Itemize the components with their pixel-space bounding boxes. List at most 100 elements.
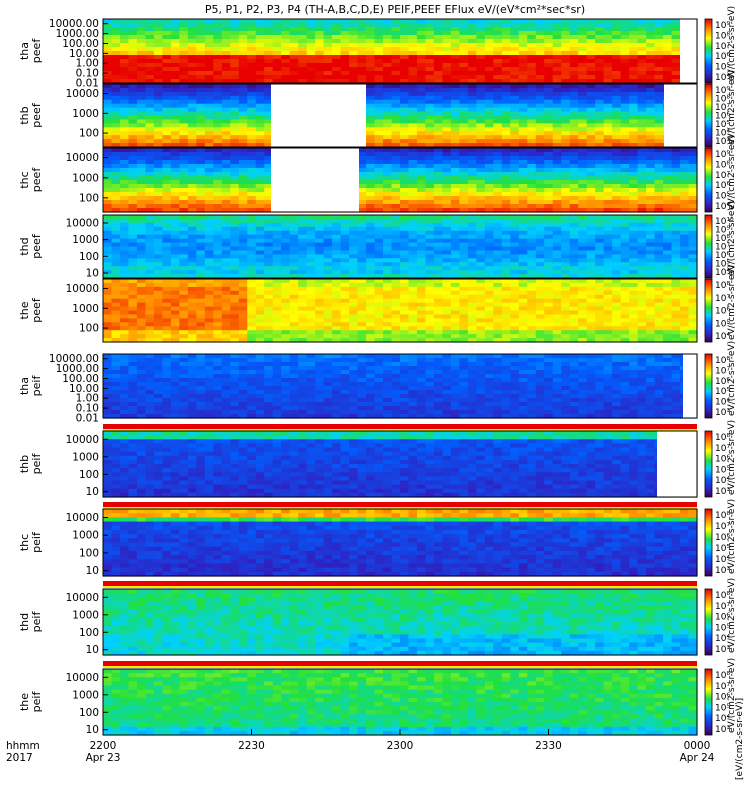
spectrogram-cell: [612, 99, 622, 105]
spectrogram-cell: [671, 71, 681, 76]
spectrogram-cell: [544, 258, 554, 263]
spectrogram-cell: [213, 230, 223, 236]
spectrogram-cell: [603, 204, 613, 209]
spectrogram-cell: [595, 43, 605, 48]
spectrogram-cell: [391, 39, 401, 44]
spectrogram-cell: [247, 334, 257, 339]
spectrogram-cell: [603, 67, 613, 72]
spectrogram-cell: [238, 31, 248, 36]
spectrogram-cell: [416, 119, 427, 124]
spectrogram-cell: [518, 180, 528, 185]
spectrogram-cell: [145, 318, 155, 323]
spectrogram-cell: [595, 156, 605, 161]
spectrogram-cell: [663, 238, 673, 244]
spectrogram-cell: [366, 87, 376, 93]
spectrogram-cell: [204, 168, 214, 173]
spectrogram-cell: [459, 262, 469, 267]
spectrogram-cell: [595, 131, 605, 136]
spectrogram-cell: [264, 71, 274, 76]
spectrogram-cell: [391, 164, 401, 169]
spectrogram-cell: [136, 180, 147, 185]
spectrogram-cell: [459, 63, 469, 68]
spectrogram-cell: [510, 168, 520, 173]
spectrogram-cell: [552, 59, 562, 64]
spectrogram-cell: [103, 318, 113, 323]
spectrogram-cell: [416, 226, 427, 232]
spectrogram-cell: [111, 63, 121, 68]
spectrogram-cell: [289, 274, 299, 279]
spectrogram-cell: [433, 148, 444, 153]
spectrogram-cell: [467, 131, 477, 136]
spectrogram-cell: [187, 19, 197, 24]
spectrogram-cell: [459, 51, 469, 56]
spectrogram-cell: [416, 218, 427, 224]
spectrogram-cell: [204, 318, 214, 323]
spectrogram-cell: [450, 258, 460, 263]
spectrogram-cell: [170, 282, 180, 288]
spectrogram-cell: [264, 51, 274, 56]
spectrogram-cell: [518, 196, 528, 201]
spectrogram-cell: [586, 168, 596, 173]
spectrogram-cell: [433, 258, 444, 263]
spectrogram-cell: [450, 176, 460, 181]
spectrogram-cell: [612, 164, 622, 169]
spectrogram-cell: [162, 55, 172, 60]
spectrogram-cell: [272, 279, 282, 284]
spectrogram-cell: [671, 19, 681, 24]
spectrogram-cell: [459, 127, 469, 132]
spectrogram-cell: [442, 242, 452, 248]
spectrogram-cell: [408, 156, 418, 161]
spectrogram-cell: [145, 282, 155, 288]
spectrogram-cell: [510, 139, 520, 144]
spectrogram-cell: [374, 234, 384, 240]
spectrogram-cell: [383, 119, 393, 124]
spectrogram-cell: [196, 135, 206, 140]
spectrogram-cell: [204, 298, 214, 304]
spectrogram-cell: [425, 270, 435, 275]
spectrogram-cell: [603, 164, 613, 169]
spectrogram-cell: [153, 148, 163, 153]
spectrogram-cell: [442, 43, 452, 48]
spectrogram-cell: [272, 238, 282, 244]
spectrogram-cell: [179, 204, 189, 209]
spectrogram-cell: [255, 143, 265, 148]
spectrogram-cell: [247, 31, 257, 36]
spectrogram-cell: [374, 192, 384, 197]
spectrogram-cell: [366, 258, 376, 263]
spectrogram-cell: [162, 314, 172, 319]
spectrogram-cell: [230, 270, 240, 275]
spectrogram-cell: [595, 135, 605, 140]
spectrogram-cell: [391, 71, 401, 76]
spectrogram-cell: [629, 258, 639, 263]
spectrogram-cell: [620, 87, 630, 93]
spectrogram-cell: [272, 59, 282, 64]
spectrogram-cell: [153, 184, 163, 189]
spectrogram-cell: [374, 143, 384, 148]
spectrogram-cell: [654, 208, 664, 213]
spectrogram-cell: [467, 152, 477, 157]
spectrogram-cell: [663, 258, 673, 263]
spectrogram-cell: [247, 139, 257, 144]
spectrogram-cell: [111, 306, 121, 312]
spectrogram-cell: [136, 234, 147, 240]
spectrogram-cell: [281, 55, 291, 60]
spectrogram-cell: [391, 55, 401, 60]
spectrogram-cell: [196, 254, 206, 259]
spectrogram-cell: [561, 59, 571, 64]
spectrogram-cell: [119, 196, 130, 201]
spectrogram-cell: [103, 200, 113, 205]
spectrogram-cell: [629, 270, 639, 275]
spectrogram-cell: [264, 338, 274, 343]
spectrogram-cell: [493, 99, 503, 105]
spectrogram-cell: [153, 156, 163, 161]
spectrogram-cell: [136, 318, 147, 323]
spectrogram-cell: [518, 238, 528, 244]
spectrogram-cell: [493, 180, 503, 185]
spectrogram-cell: [264, 196, 274, 201]
spectrogram-cell: [688, 250, 698, 255]
spectrogram-cell: [230, 266, 240, 271]
spectrogram-cell: [408, 258, 418, 263]
spectrogram-cell: [153, 290, 163, 296]
spectrogram-cell: [221, 103, 231, 109]
